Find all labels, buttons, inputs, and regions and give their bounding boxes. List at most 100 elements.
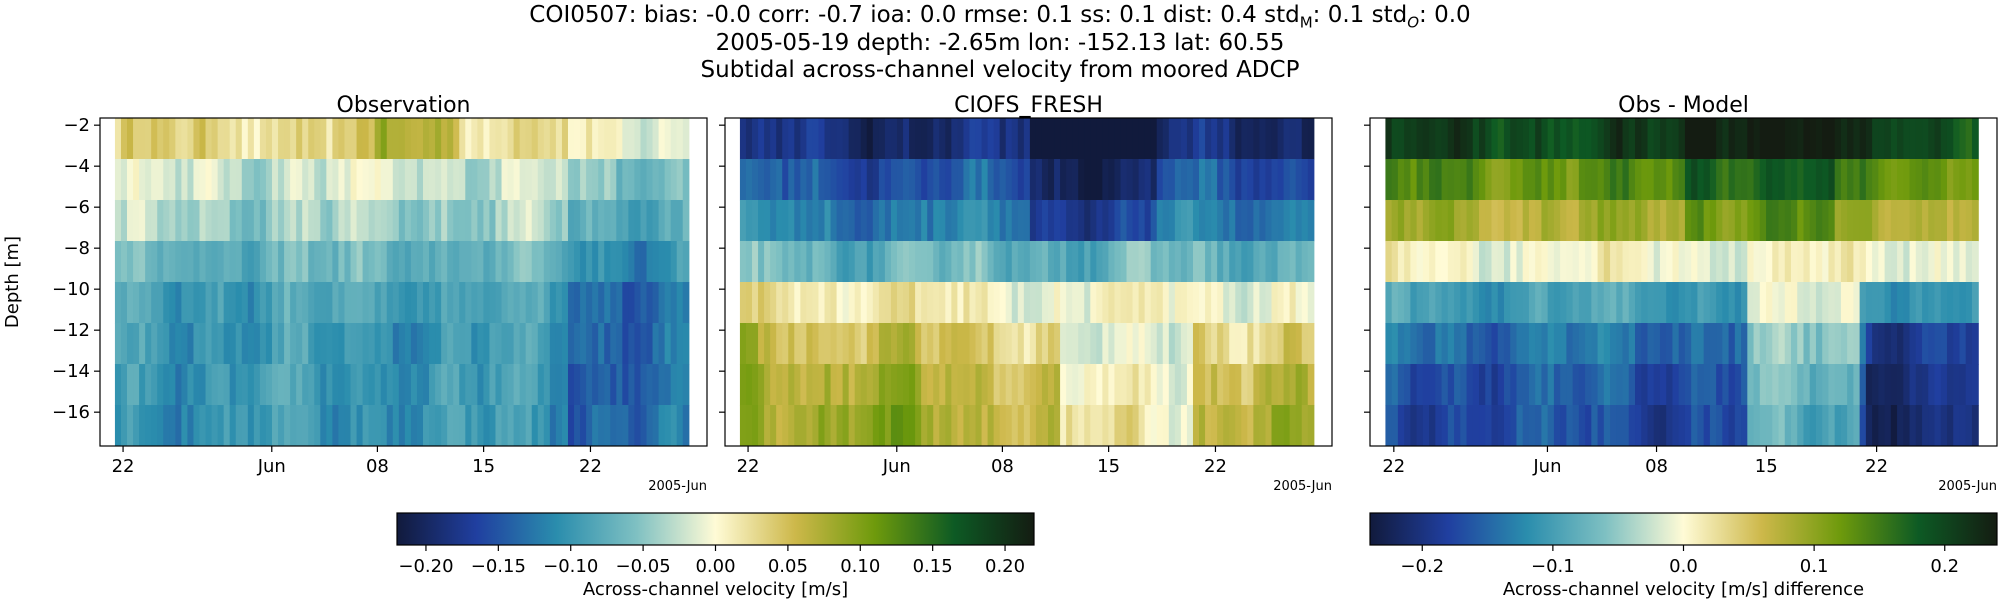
heatmap-cell bbox=[1072, 364, 1079, 406]
heatmap-cell bbox=[567, 118, 575, 160]
chart-suptitle-line1: COI0507: bias: -0.0 corr: -0.7 ioa: 0.0 … bbox=[0, 2, 2000, 37]
heatmap-cell bbox=[1722, 200, 1730, 242]
heatmap-cell bbox=[139, 364, 146, 406]
heatmap-cell bbox=[1597, 405, 1605, 447]
heatmap-cell bbox=[235, 159, 243, 201]
heatmap-cell bbox=[555, 118, 563, 160]
heatmap-cell bbox=[1603, 118, 1611, 160]
heatmap-cell bbox=[127, 282, 134, 324]
heatmap-cell bbox=[120, 282, 128, 324]
heatmap-cell bbox=[217, 159, 225, 201]
heatmap-cell bbox=[175, 118, 182, 160]
heatmap-cell bbox=[513, 241, 521, 283]
heatmap-cell bbox=[392, 200, 400, 242]
heatmap-cell bbox=[380, 405, 388, 447]
heatmap-cell bbox=[1541, 282, 1549, 324]
heatmap-cell bbox=[1005, 118, 1013, 160]
heatmap-cell bbox=[1192, 405, 1200, 447]
heatmap-cell bbox=[320, 118, 327, 160]
heatmap-cell bbox=[1890, 200, 1898, 242]
heatmap-cell bbox=[776, 241, 783, 283]
heatmap-cell bbox=[1897, 118, 1904, 160]
heatmap-cell bbox=[495, 241, 503, 283]
heatmap-cell bbox=[1635, 241, 1642, 283]
heatmap-cell bbox=[1528, 405, 1536, 447]
colorbar-tick-label: 0.00 bbox=[695, 556, 735, 577]
heatmap-cell bbox=[1217, 241, 1224, 283]
heatmap-cell bbox=[567, 323, 575, 365]
heatmap-cell bbox=[368, 282, 376, 324]
heatmap-cell bbox=[1928, 323, 1936, 365]
x-tick-label: Jun bbox=[1532, 456, 1561, 477]
heatmap-cell bbox=[549, 241, 557, 283]
heatmap-cell bbox=[824, 405, 832, 447]
heatmap-cell bbox=[513, 118, 521, 160]
heatmap-cell bbox=[1301, 118, 1309, 160]
heatmap-cell bbox=[410, 405, 418, 447]
heatmap-cell bbox=[933, 118, 940, 160]
heatmap-cell bbox=[253, 241, 261, 283]
heatmap-cell bbox=[1865, 200, 1873, 242]
heatmap-cell bbox=[489, 118, 497, 160]
heatmap-cell bbox=[1516, 323, 1524, 365]
heatmap-cell bbox=[561, 364, 569, 406]
heatmap-cell bbox=[235, 405, 243, 447]
heatmap-cell bbox=[350, 364, 358, 406]
heatmap-cell bbox=[114, 405, 122, 447]
heatmap-cell bbox=[628, 241, 636, 283]
heatmap-cell bbox=[1684, 364, 1692, 406]
heatmap-cell bbox=[664, 405, 672, 447]
heatmap-cell bbox=[507, 282, 515, 324]
heatmap-cell bbox=[1747, 118, 1755, 160]
heatmap-cell bbox=[271, 200, 279, 242]
heatmap-cell bbox=[800, 241, 807, 283]
heatmap-cell bbox=[259, 159, 267, 201]
heatmap-cell bbox=[483, 282, 491, 324]
heatmap-cell bbox=[1307, 282, 1315, 324]
heatmap-cell bbox=[1959, 323, 1967, 365]
heatmap-cell bbox=[344, 364, 352, 406]
heatmap-cell bbox=[1253, 282, 1261, 324]
heatmap-cell bbox=[951, 364, 958, 406]
heatmap-cell bbox=[1253, 200, 1261, 242]
heatmap-cell bbox=[465, 159, 472, 201]
heatmap-cell bbox=[1528, 241, 1536, 283]
heatmap-cell bbox=[818, 405, 826, 447]
heatmap-cell bbox=[1404, 282, 1411, 324]
heatmap-cell bbox=[543, 364, 551, 406]
heatmap-cell bbox=[404, 405, 412, 447]
heatmap-cell bbox=[993, 364, 1001, 406]
heatmap-cell bbox=[1029, 282, 1037, 324]
heatmap-cell bbox=[1971, 118, 1979, 160]
heatmap-cell bbox=[1017, 323, 1025, 365]
heatmap-cell bbox=[416, 282, 424, 324]
heatmap-cell bbox=[1741, 364, 1748, 406]
heatmap-cell bbox=[1585, 118, 1592, 160]
heatmap-cell bbox=[338, 118, 346, 160]
heatmap-cell bbox=[302, 241, 309, 283]
heatmap-cell bbox=[1253, 405, 1261, 447]
heatmap-cell bbox=[187, 241, 195, 283]
heatmap-cell bbox=[1385, 405, 1393, 447]
heatmap-cell bbox=[259, 405, 267, 447]
heatmap-cell bbox=[1847, 323, 1854, 365]
heatmap-cell bbox=[824, 118, 832, 160]
heatmap-cell bbox=[501, 282, 509, 324]
heatmap-cell bbox=[265, 118, 273, 160]
heatmap-cell bbox=[574, 200, 581, 242]
heatmap-cell bbox=[1472, 200, 1480, 242]
heatmap-cell bbox=[265, 364, 273, 406]
heatmap-cell bbox=[1510, 282, 1518, 324]
heatmap-cell bbox=[1797, 241, 1805, 283]
heatmap-cell bbox=[1759, 159, 1767, 201]
heatmap-cell bbox=[1815, 159, 1823, 201]
heatmap-cell bbox=[1385, 282, 1393, 324]
heatmap-cell bbox=[1541, 405, 1549, 447]
heatmap-cell bbox=[915, 405, 922, 447]
heatmap-cell bbox=[1709, 118, 1717, 160]
heatmap-cell bbox=[1416, 323, 1424, 365]
heatmap-cell bbox=[676, 159, 684, 201]
heatmap-cell bbox=[1528, 118, 1536, 160]
heatmap-cell bbox=[788, 241, 795, 283]
heatmap-cell bbox=[1416, 118, 1424, 160]
